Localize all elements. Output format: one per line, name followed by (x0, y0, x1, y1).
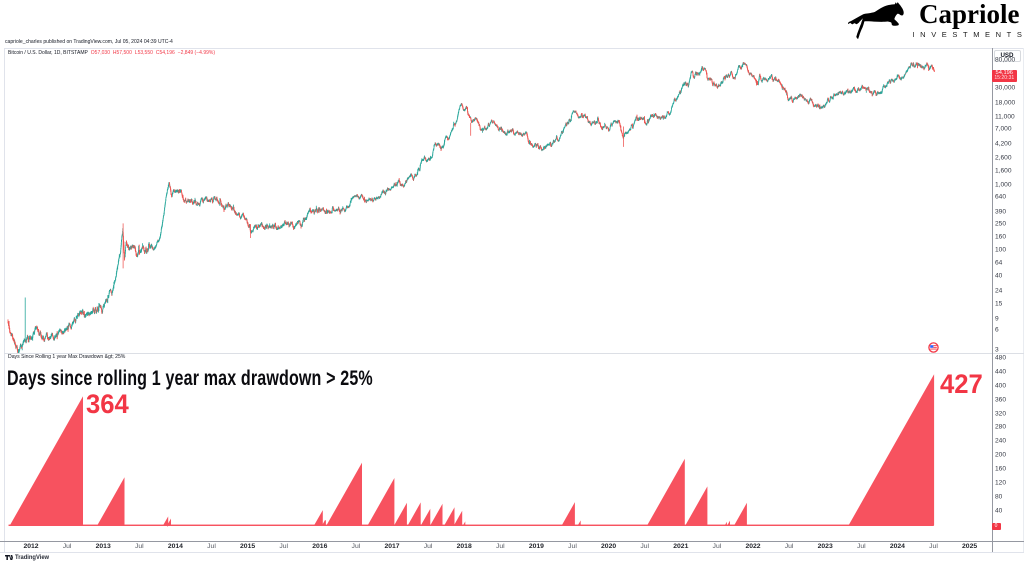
indicator-tick-label: 160 (995, 465, 1007, 473)
currency-button[interactable]: USD (993, 49, 1021, 62)
time-tick-label: 2012 (23, 542, 39, 550)
peak-label-364: 364 (85, 389, 129, 420)
time-tick-label: Jul (62, 542, 72, 550)
brand-subtitle: INVESTMENTS (912, 30, 1024, 39)
brand-name: Capriole (919, 0, 1020, 29)
time-tick-label: 2022 (745, 542, 761, 550)
price-tick-label: 640 (995, 193, 1007, 201)
last-price-value: 54,196 (995, 69, 1013, 76)
indicator-zero-label: 0 (991, 522, 1001, 530)
price-tick-label: 7,000 (995, 125, 1012, 133)
price-tick-label: 160 (995, 233, 1007, 241)
drawdown-indicator-canvas[interactable] (0, 360, 988, 542)
price-tick-label: 6 (995, 326, 999, 334)
price-tick-label: 1,600 (995, 167, 1012, 175)
time-tick-label: Jul (134, 542, 144, 550)
price-tick-label: 30,000 (995, 84, 1016, 92)
price-tick-label: 24 (995, 287, 1003, 295)
time-tick-label: 2020 (601, 542, 617, 550)
last-price-label: 54,196 15:20:31 (991, 69, 1017, 82)
price-tick-label: 64 (995, 259, 1003, 267)
price-tick-label: 100 (995, 246, 1007, 254)
time-tick-label: 2014 (167, 542, 183, 550)
indicator-tick-label: 280 (995, 423, 1007, 431)
indicator-tick-label: 120 (995, 479, 1007, 487)
price-chart-canvas[interactable] (0, 49, 988, 353)
time-tick-label: Jul (423, 542, 433, 550)
indicator-tick-label: 360 (995, 396, 1007, 404)
time-tick-label: 2016 (312, 542, 328, 550)
time-tick-label: Jul (207, 542, 216, 550)
brand-logo: Capriole INVESTMENTS (846, 1, 1024, 43)
time-tick-label: Jul (784, 542, 794, 550)
indicator-tick-label: 80 (995, 493, 1003, 501)
time-tick-label: 2018 (456, 542, 472, 550)
time-tick-label: Jul (929, 542, 938, 550)
chart-left-border (4, 48, 5, 552)
pane-separator[interactable] (4, 352, 1024, 354)
indicator-title: Days since rolling 1 year max drawdown >… (7, 366, 373, 390)
price-tick-label: 9 (995, 315, 999, 323)
chart-bottom-border (0, 551, 1024, 553)
time-tick-label: 2021 (673, 542, 689, 550)
time-tick-label: Jul (856, 542, 866, 550)
attribution-text: capriole_charles published on TradingVie… (5, 38, 173, 44)
time-axis-separator[interactable] (0, 540, 1024, 542)
indicator-tick-label: 240 (995, 437, 1007, 445)
symbol-title[interactable]: Bitcoin / U.S. Dollar, 1D, BITSTAMP (8, 50, 88, 56)
time-tick-label: Jul (712, 542, 722, 550)
time-tick-label: Jul (640, 542, 650, 550)
ohlc-close: C54,196 (155, 50, 175, 56)
indicator-tick-label: 440 (995, 368, 1007, 376)
peak-label-427: 427 (939, 368, 983, 399)
brand-wordmark: Capriole INVESTMENTS (913, 0, 1024, 40)
indicator-legend[interactable]: Days Since Rolling 1 year Max Drawdown &… (8, 354, 126, 360)
time-tick-label: 2019 (528, 542, 544, 550)
chart-top-border (4, 48, 1024, 49)
ohlc-open: O57,030 (90, 50, 110, 56)
time-tick-label: 2025 (962, 542, 978, 550)
price-tick-label: 2,600 (995, 154, 1012, 162)
ohlc-high: H57,500 (112, 50, 132, 56)
time-tick-label: 2013 (95, 542, 111, 550)
time-tick-label: Jul (495, 542, 505, 550)
ohlc-change: −2,849 (−4.99%) (177, 50, 216, 56)
price-tick-label: 40 (995, 272, 1003, 280)
price-tick-label: 18,000 (995, 99, 1016, 107)
time-tick-label: 2015 (240, 542, 256, 550)
price-tick-label: 3 (995, 346, 999, 354)
time-tick-label: Jul (568, 542, 577, 550)
indicator-tick-label: 200 (995, 451, 1007, 459)
indicator-tick-label: 320 (995, 410, 1007, 418)
price-tick-label: 15 (995, 300, 1003, 308)
symbol-legend[interactable]: Bitcoin / U.S. Dollar, 1D, BITSTAMP O57,… (8, 50, 217, 55)
price-tick-label: 11,000 (995, 113, 1015, 121)
time-tick-label: 2023 (817, 542, 833, 550)
time-tick-label: 2017 (384, 542, 400, 550)
time-tick-label: 2024 (889, 542, 905, 550)
leaping-horse-icon (847, 2, 904, 39)
time-tick-label: Jul (351, 542, 361, 550)
price-tick-label: 250 (995, 220, 1007, 228)
indicator-tick-label: 40 (995, 507, 1003, 515)
price-scale-separator[interactable] (991, 48, 993, 552)
tradingview-logo[interactable]: TradingView (4, 554, 54, 561)
price-tick-label: 4,200 (995, 140, 1012, 148)
bar-countdown: 15:20:31 (994, 74, 1015, 81)
ohlc-low: L53,550 (134, 50, 153, 56)
price-tick-label: 390 (995, 208, 1007, 216)
time-tick-label: Jul (279, 542, 289, 550)
indicator-tick-label: 480 (995, 354, 1007, 362)
tradingview-mark-icon (4, 554, 13, 561)
tradingview-logo-text: TradingView (15, 554, 50, 561)
price-tick-label: 1,000 (995, 181, 1012, 189)
event-flag-icon[interactable] (928, 342, 939, 353)
price-tick-label: 80,000 (995, 56, 1016, 64)
indicator-tick-label: 400 (995, 382, 1007, 390)
